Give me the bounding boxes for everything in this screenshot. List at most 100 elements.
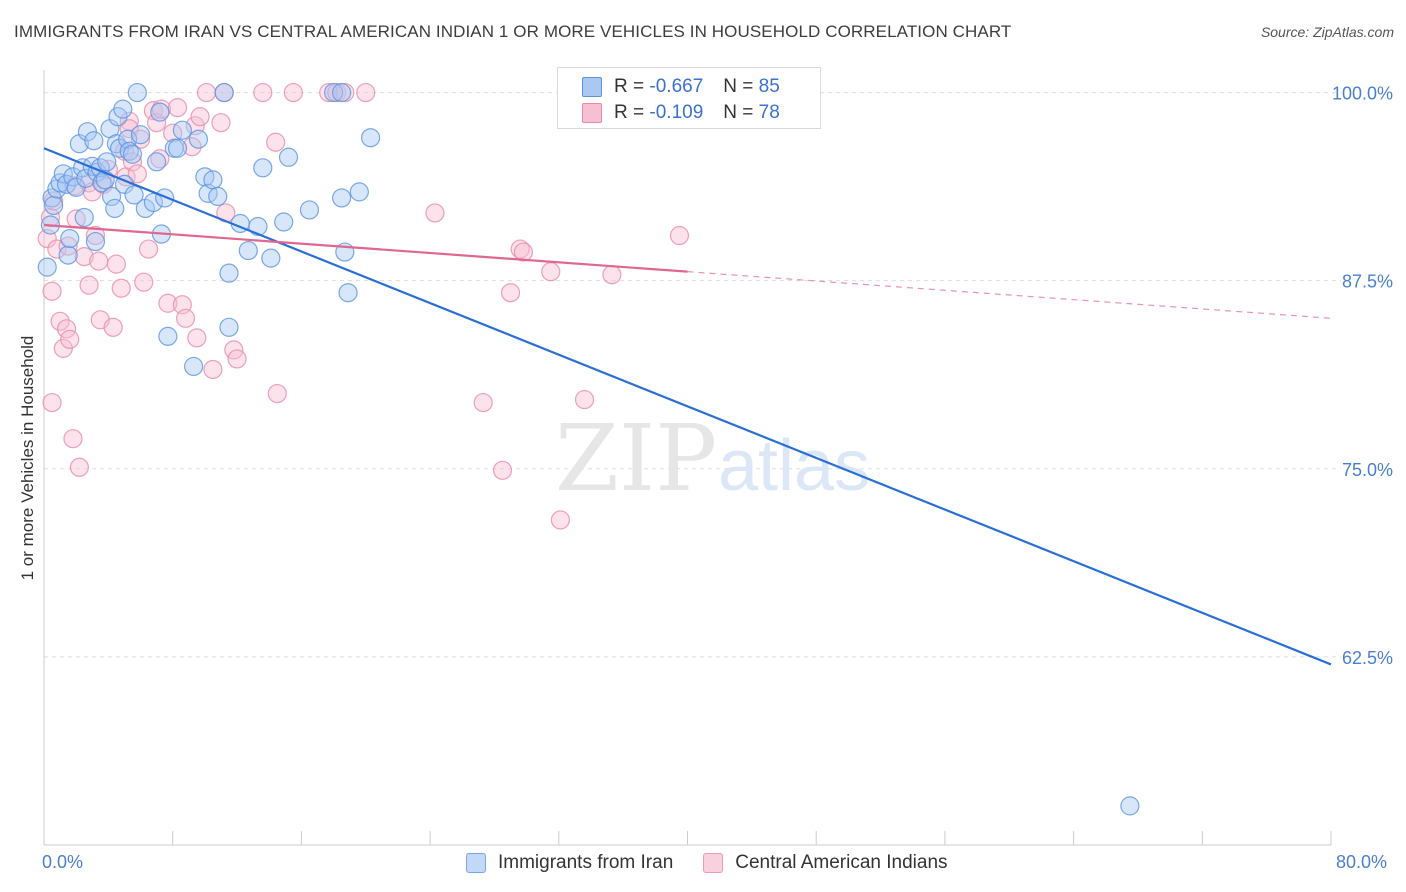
- point-central-american-indians: [283, 82, 303, 103]
- source-credit: Source: ZipAtlas.com: [1260, 24, 1394, 40]
- point-immigrants-from-iran: [274, 212, 294, 232]
- point-central-american-indians: [44, 191, 64, 211]
- trend-lines: [43, 147, 1332, 666]
- point-immigrants-from-iran: [360, 128, 381, 148]
- point-immigrants-from-iran: [124, 185, 144, 205]
- legend-swatch-pink: [582, 103, 602, 123]
- point-central-american-indians: [227, 349, 247, 369]
- point-central-american-indians: [79, 275, 99, 295]
- point-immigrants-from-iran: [119, 141, 139, 161]
- series-central-american-indians: [37, 82, 690, 530]
- point-central-american-indians: [196, 82, 217, 103]
- y-tick-label: 75.0%: [1342, 460, 1393, 480]
- point-central-american-indians: [253, 82, 273, 103]
- watermark-atlas: atlas: [718, 426, 870, 506]
- point-central-american-indians: [203, 359, 223, 380]
- point-immigrants-from-iran: [208, 186, 228, 207]
- legend-row-central-american: R = -0.109 N = 78: [582, 101, 780, 125]
- point-central-american-indians: [42, 281, 62, 301]
- point-immigrants-from-iran: [42, 188, 62, 208]
- r-value: -0.109: [649, 102, 704, 123]
- point-central-american-indians: [47, 239, 67, 259]
- point-immigrants-from-iran: [214, 82, 234, 103]
- x-tick-label-max: 80.0%: [1336, 852, 1388, 872]
- point-central-american-indians: [143, 101, 163, 121]
- point-central-american-indians: [122, 152, 143, 172]
- point-immigrants-from-iran: [299, 200, 320, 220]
- point-immigrants-from-iran: [74, 207, 94, 228]
- point-immigrants-from-iran: [44, 195, 64, 216]
- point-central-american-indians: [74, 247, 94, 267]
- point-immigrants-from-iran: [172, 120, 192, 140]
- point-central-american-indians: [127, 164, 147, 184]
- point-immigrants-from-iran: [113, 99, 133, 119]
- trend-line-iran: [43, 147, 1332, 666]
- point-central-american-indians: [541, 262, 561, 282]
- x-tick-label-min: 0.0%: [42, 852, 84, 872]
- watermark-zip: ZIP: [555, 405, 717, 512]
- n-label: N =: [723, 102, 754, 123]
- r-label: R =: [614, 76, 645, 97]
- point-central-american-indians: [138, 239, 159, 259]
- point-immigrants-from-iran: [219, 317, 239, 337]
- point-central-american-indians: [103, 317, 123, 337]
- point-immigrants-from-iran: [349, 182, 369, 202]
- legend-swatch-blue: [466, 853, 486, 873]
- y-tick-label: 100.0%: [1332, 84, 1393, 104]
- legend-swatch-blue: [582, 77, 602, 97]
- point-immigrants-from-iran: [188, 129, 209, 149]
- point-immigrants-from-iran: [248, 216, 268, 237]
- point-central-american-indians: [50, 311, 70, 331]
- point-central-american-indians: [473, 392, 493, 413]
- point-immigrants-from-iran: [92, 173, 112, 193]
- legend-row-iran: R = -0.667 N = 85: [582, 75, 780, 99]
- point-immigrants-from-iran: [122, 144, 143, 164]
- point-immigrants-from-iran: [184, 356, 204, 377]
- point-central-american-indians: [158, 293, 178, 313]
- point-immigrants-from-iran: [127, 82, 147, 103]
- point-immigrants-from-iran: [143, 192, 163, 213]
- point-immigrants-from-iran: [167, 138, 188, 158]
- point-immigrants-from-iran: [332, 188, 352, 208]
- point-central-american-indians: [492, 460, 513, 480]
- n-label: N =: [723, 76, 754, 97]
- legend-label: Central American Indians: [735, 852, 948, 873]
- point-central-american-indians: [510, 239, 530, 259]
- point-central-american-indians: [60, 329, 80, 349]
- point-immigrants-from-iran: [60, 228, 80, 249]
- point-central-american-indians: [190, 107, 210, 127]
- n-value: 78: [758, 102, 780, 123]
- point-immigrants-from-iran: [203, 170, 223, 190]
- point-immigrants-from-iran: [261, 248, 281, 268]
- axes: [43, 70, 1332, 846]
- point-central-american-indians: [550, 510, 571, 530]
- point-central-american-indians: [111, 278, 131, 298]
- point-immigrants-from-iran: [219, 263, 239, 283]
- legend-swatch-pink: [703, 853, 724, 873]
- point-central-american-indians: [69, 457, 89, 477]
- point-immigrants-from-iran: [147, 152, 167, 172]
- point-central-american-indians: [150, 149, 170, 169]
- point-central-american-indians: [574, 389, 595, 410]
- point-immigrants-from-iran: [85, 231, 106, 252]
- point-central-american-indians: [85, 225, 106, 246]
- trend-line-central-american: [43, 223, 688, 273]
- y-tick-labels: 62.5% 75.0% 87.5% 100.0%: [1332, 84, 1393, 668]
- point-central-american-indians: [167, 98, 188, 118]
- watermark: ZIP atlas: [555, 405, 870, 512]
- r-value: -0.667: [649, 76, 704, 97]
- point-immigrants-from-iran: [118, 129, 138, 149]
- point-central-american-indians: [56, 319, 77, 339]
- point-immigrants-from-iran: [37, 257, 57, 277]
- point-immigrants-from-iran: [332, 82, 352, 103]
- correlation-legend: R = -0.667 N = 85 R = -0.109 N = 78: [557, 67, 821, 129]
- legend-label: Immigrants from Iran: [498, 852, 674, 873]
- chart-title: IMMIGRANTS FROM IRAN VS CENTRAL AMERICAN…: [14, 22, 1012, 41]
- point-central-american-indians: [151, 99, 172, 119]
- point-immigrants-from-iran: [101, 186, 122, 207]
- point-immigrants-from-iran: [84, 131, 104, 151]
- point-immigrants-from-iran: [76, 168, 96, 188]
- point-immigrants-from-iran: [1120, 796, 1140, 816]
- point-immigrants-from-iran: [278, 147, 299, 167]
